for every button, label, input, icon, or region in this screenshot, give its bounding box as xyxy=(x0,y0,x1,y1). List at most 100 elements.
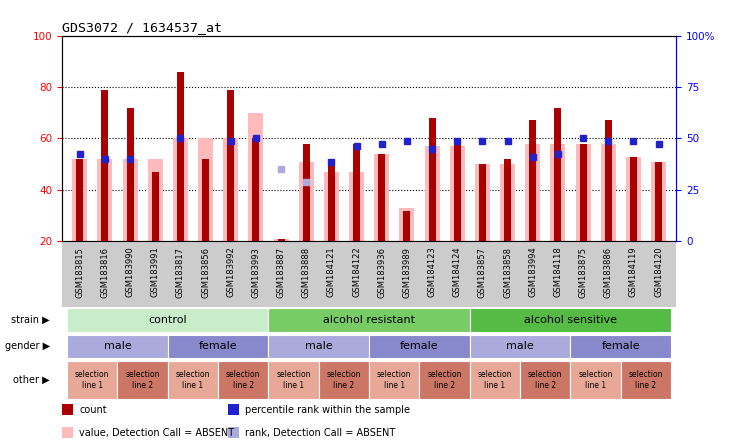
Bar xyxy=(454,139,461,242)
Bar xyxy=(470,308,671,332)
Text: selection
line 2: selection line 2 xyxy=(528,370,563,390)
Bar xyxy=(655,162,662,242)
Bar xyxy=(328,162,335,242)
Text: selection
line 1: selection line 1 xyxy=(478,370,512,390)
Bar xyxy=(319,361,369,399)
Bar xyxy=(67,308,268,332)
Text: GSM183888: GSM183888 xyxy=(302,247,311,298)
Text: male: male xyxy=(104,341,132,351)
Bar xyxy=(630,156,637,242)
Text: GSM183989: GSM183989 xyxy=(402,247,412,297)
Text: GSM184124: GSM184124 xyxy=(452,247,462,297)
Bar xyxy=(605,120,612,242)
Bar xyxy=(470,334,570,358)
Bar xyxy=(378,154,385,242)
Text: count: count xyxy=(80,404,107,415)
Text: male: male xyxy=(507,341,534,351)
Bar xyxy=(580,144,586,242)
Bar xyxy=(268,308,470,332)
Bar xyxy=(67,361,118,399)
Text: female: female xyxy=(199,341,238,351)
Bar xyxy=(621,361,671,399)
Bar xyxy=(62,404,73,416)
Bar xyxy=(529,120,537,242)
Bar xyxy=(102,90,108,242)
Bar xyxy=(479,164,486,242)
Bar xyxy=(278,239,284,242)
Text: female: female xyxy=(602,341,640,351)
Bar xyxy=(475,164,490,242)
Bar xyxy=(450,146,465,242)
Text: selection
line 2: selection line 2 xyxy=(126,370,160,390)
Bar xyxy=(268,361,319,399)
Bar xyxy=(152,172,159,242)
Text: value, Detection Call = ABSENT: value, Detection Call = ABSENT xyxy=(80,428,235,438)
Bar xyxy=(228,427,239,439)
Text: GSM183887: GSM183887 xyxy=(276,247,286,298)
Text: GSM183816: GSM183816 xyxy=(100,247,110,297)
Bar xyxy=(227,90,234,242)
Text: GSM183856: GSM183856 xyxy=(201,247,210,297)
Bar xyxy=(500,164,515,242)
Bar xyxy=(470,361,520,399)
Text: GSM184122: GSM184122 xyxy=(352,247,361,297)
Bar xyxy=(404,210,410,242)
Bar xyxy=(420,361,470,399)
Bar xyxy=(123,159,137,242)
Bar xyxy=(520,361,570,399)
Text: GSM183993: GSM183993 xyxy=(251,247,260,297)
Bar xyxy=(72,159,87,242)
Text: GSM183936: GSM183936 xyxy=(377,247,386,297)
Bar xyxy=(374,154,390,242)
Bar xyxy=(299,162,314,242)
Text: alcohol sensitive: alcohol sensitive xyxy=(524,315,617,325)
Text: selection
line 2: selection line 2 xyxy=(629,370,663,390)
Text: GSM183994: GSM183994 xyxy=(529,247,537,297)
Bar xyxy=(177,71,184,242)
Bar xyxy=(97,159,113,242)
Text: rank, Detection Call = ABSENT: rank, Detection Call = ABSENT xyxy=(245,428,395,438)
Bar xyxy=(550,144,566,242)
Bar xyxy=(303,144,310,242)
Text: selection
line 1: selection line 1 xyxy=(578,370,613,390)
Text: alcohol resistant: alcohol resistant xyxy=(323,315,415,325)
Text: male: male xyxy=(305,341,333,351)
Bar xyxy=(76,159,83,242)
Bar xyxy=(349,172,364,242)
Bar xyxy=(570,361,621,399)
Bar xyxy=(223,139,238,242)
Bar xyxy=(228,404,239,416)
Bar xyxy=(218,361,268,399)
Text: GDS3072 / 1634537_at: GDS3072 / 1634537_at xyxy=(62,21,222,34)
Bar xyxy=(173,139,188,242)
Text: GSM184119: GSM184119 xyxy=(629,247,638,297)
Bar xyxy=(525,144,540,242)
Bar xyxy=(369,334,470,358)
Bar xyxy=(570,334,671,358)
Text: gender ▶: gender ▶ xyxy=(4,341,50,351)
Bar xyxy=(268,334,369,358)
Bar xyxy=(202,159,209,242)
Bar xyxy=(67,334,168,358)
Bar xyxy=(273,239,289,242)
Text: GSM183875: GSM183875 xyxy=(578,247,588,297)
Text: GSM183992: GSM183992 xyxy=(226,247,235,297)
Text: GSM183990: GSM183990 xyxy=(126,247,135,297)
Bar xyxy=(118,361,168,399)
Bar xyxy=(148,159,163,242)
Text: percentile rank within the sample: percentile rank within the sample xyxy=(245,404,410,415)
Text: GSM183815: GSM183815 xyxy=(75,247,84,297)
Bar xyxy=(62,427,73,439)
Text: female: female xyxy=(400,341,439,351)
Text: GSM184121: GSM184121 xyxy=(327,247,336,297)
Bar xyxy=(198,139,213,242)
Text: selection
line 2: selection line 2 xyxy=(327,370,361,390)
Bar xyxy=(168,361,218,399)
Text: GSM183857: GSM183857 xyxy=(478,247,487,297)
Bar xyxy=(626,156,641,242)
Text: GSM184118: GSM184118 xyxy=(553,247,562,297)
Bar xyxy=(252,139,260,242)
Bar xyxy=(399,208,414,242)
Bar xyxy=(126,107,134,242)
Bar xyxy=(651,162,666,242)
